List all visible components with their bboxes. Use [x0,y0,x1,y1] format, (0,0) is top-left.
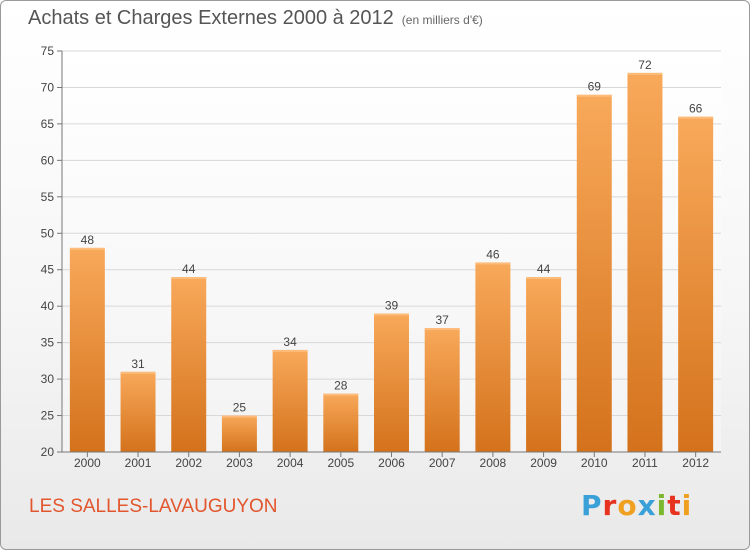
bar-highlight [323,393,359,396]
data-label: 31 [131,357,145,371]
proxiti-logo: Proxiti [581,489,692,522]
logo-letter: P [581,489,603,522]
data-label: 72 [638,58,652,72]
data-label: 39 [385,298,399,312]
y-tick-label: 50 [41,226,55,240]
bars-group: 48 31 44 25 34 28 39 37 46 44 69 72 66 [69,58,714,453]
bar [475,262,511,452]
y-tick-label: 70 [41,80,55,94]
bar [272,349,308,452]
bar [678,116,714,453]
bar-highlight [272,349,308,352]
y-tick-label: 75 [41,44,55,58]
data-label: 34 [283,335,297,349]
axes-group: 20 25 30 35 40 45 50 55 60 65 70 75 2000 2001 2002 2003… [41,44,721,470]
y-tick-label: 40 [41,299,55,313]
bar-highlight [475,262,511,265]
data-label: 44 [182,262,196,276]
chart-subtitle: (en milliers d'€) [401,13,483,27]
data-label: 37 [436,313,450,327]
data-label: 44 [537,262,551,276]
bar [526,277,562,452]
bar [627,72,663,452]
y-tick-label: 25 [41,409,55,423]
x-tick-label: 2010 [581,456,608,470]
bar [576,94,612,452]
bar-highlight [424,328,460,331]
chart-title: Achats et Charges Externes 2000 à 2012 (e… [28,7,483,30]
bar-highlight [120,371,156,374]
bar-highlight [374,313,409,316]
x-tick-label: 2009 [530,456,557,470]
data-label: 48 [81,233,95,247]
bar-highlight [69,247,105,250]
y-tick-label: 45 [41,263,55,277]
logo-letter: i [681,489,693,522]
bar [221,415,257,452]
y-tick-label: 20 [41,445,55,459]
y-tick-label: 65 [41,117,55,131]
x-tick-label: 2006 [378,456,405,470]
data-label: 69 [588,80,602,94]
y-tick-label: 55 [41,190,55,204]
bar-highlight [627,72,663,75]
data-label: 25 [233,401,247,415]
x-tick-label: 2000 [74,456,101,470]
x-tick-label: 2007 [429,456,456,470]
bar-highlight [526,277,562,280]
data-label: 46 [486,247,500,261]
data-label: 28 [334,379,348,393]
logo-letter: i [656,489,668,522]
logo-letter: x [637,489,657,522]
x-tick-label: 2005 [327,456,354,470]
y-tick-label: 60 [41,153,55,167]
data-label: 66 [689,102,703,116]
chart-title-text: Achats et Charges Externes 2000 à 2012 [28,7,394,29]
place-name: LES SALLES-LAVAUGUYON [29,496,278,517]
bar [171,277,207,452]
bar-highlight [221,415,257,418]
bar [424,328,460,452]
x-tick-label: 2001 [125,456,152,470]
logo-letter: r [602,489,618,522]
bar-highlight [171,277,207,280]
x-tick-label: 2004 [277,456,304,470]
bar-highlight [678,116,714,119]
bar [374,313,409,452]
bar-highlight [576,94,612,97]
x-tick-label: 2008 [480,456,507,470]
bar [69,247,105,452]
bar [120,371,156,452]
x-tick-label: 2011 [632,456,658,470]
logo-letter: t [667,489,682,522]
bar [323,393,359,452]
y-tick-label: 35 [41,336,55,350]
x-tick-label: 2003 [226,456,253,470]
x-tick-label: 2012 [682,456,709,470]
x-tick-label: 2002 [175,456,202,470]
logo-letter: o [617,489,638,522]
y-tick-label: 30 [41,372,55,386]
